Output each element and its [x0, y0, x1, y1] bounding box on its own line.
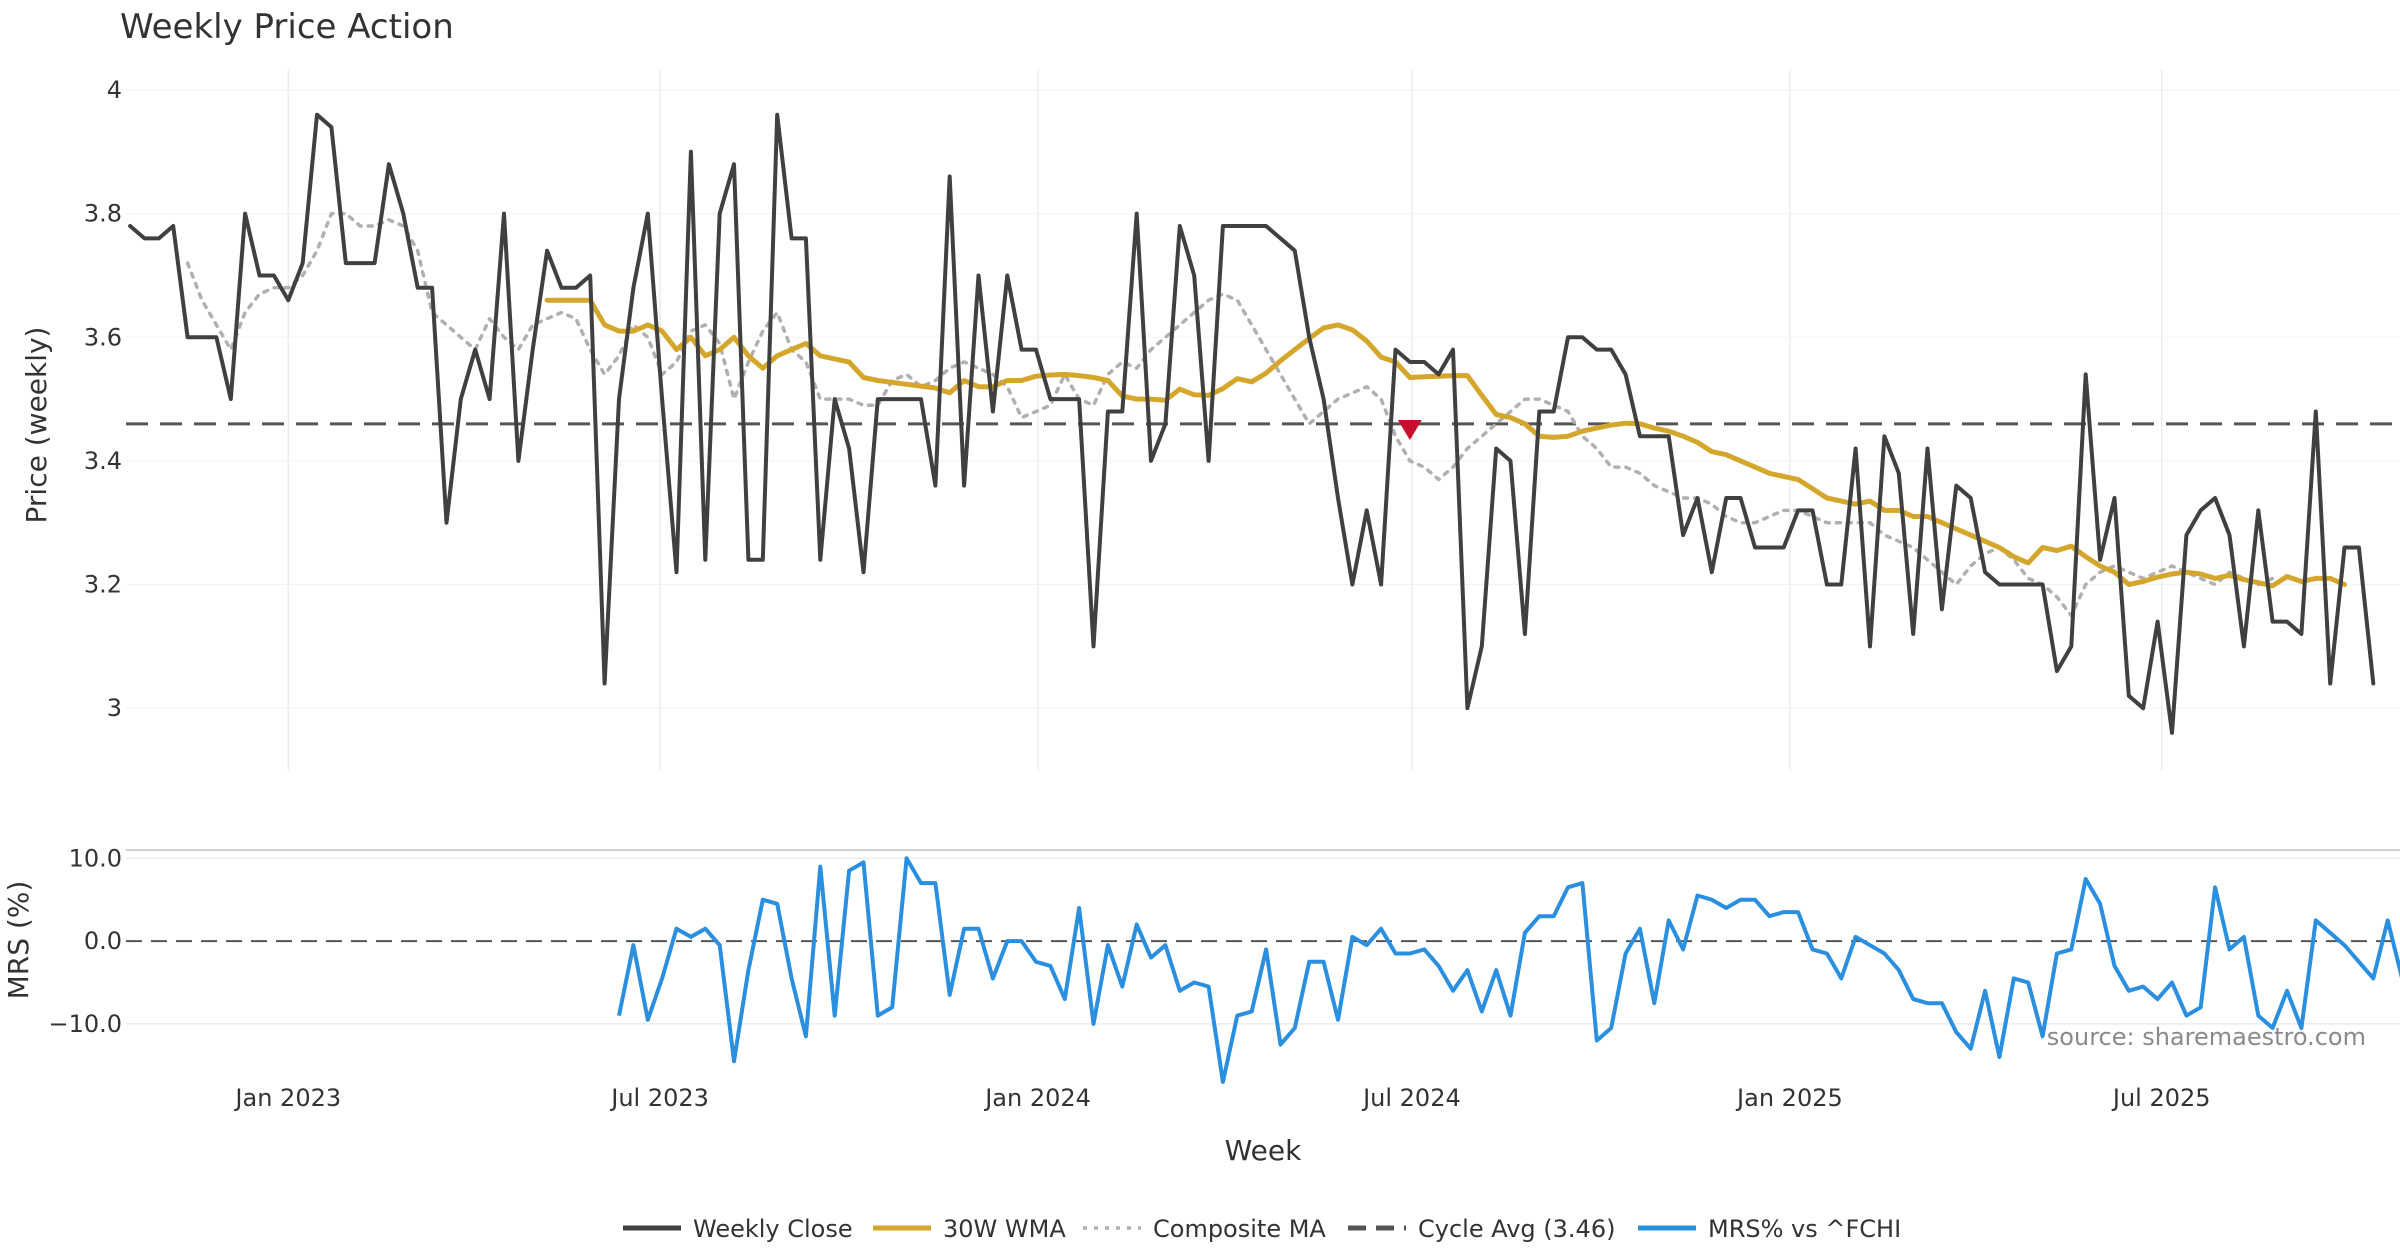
- legend-label: Cycle Avg (3.46): [1418, 1215, 1615, 1243]
- mrs-series: [617, 856, 2400, 1084]
- mrs-gridlines: [126, 857, 2400, 1025]
- price-y-tick-label: 3.4: [84, 447, 122, 475]
- series-composite-ma: [185, 211, 2275, 618]
- legend-label: MRS% vs ^FCHI: [1708, 1215, 1901, 1243]
- x-tick-label: Jul 2024: [1361, 1084, 1461, 1112]
- price-y-tick-label: 3: [107, 694, 122, 722]
- x-tick-label: Jul 2025: [2111, 1084, 2211, 1112]
- series-weekly-close: [128, 112, 2376, 735]
- legend-label: Weekly Close: [693, 1215, 853, 1243]
- price-y-tick-label: 4: [107, 76, 122, 104]
- price-y-tick-label: 3.6: [84, 323, 122, 351]
- mrs-y-tick-label: 10.0: [69, 844, 122, 872]
- x-tick-label: Jan 2024: [983, 1084, 1091, 1112]
- price-series: [128, 112, 2376, 735]
- price-y-tick-label: 3.2: [84, 571, 122, 599]
- price-y-axis-title: Price (weekly): [20, 327, 53, 524]
- price-y-ticks: 3 3.2 3.4 3.6 3.8 4: [84, 76, 122, 722]
- series-mrs-vs-fchi: [617, 856, 2400, 1084]
- x-tick-label: Jan 2025: [1735, 1084, 1843, 1112]
- series-30w-wma: [544, 297, 2347, 589]
- legend-label: 30W WMA: [943, 1215, 1066, 1243]
- mrs-y-axis-title: MRS (%): [2, 881, 35, 1000]
- x-ticks: Jan 2023 Jul 2023 Jan 2024 Jul 2024 Jan 2025…: [233, 1084, 2210, 1112]
- legend-label: Composite MA: [1153, 1215, 1326, 1243]
- mrs-y-tick-label: −10.0: [48, 1010, 122, 1038]
- price-y-tick-label: 3.8: [84, 200, 122, 228]
- x-tick-label: Jan 2023: [233, 1084, 341, 1112]
- mrs-y-tick-label: 0.0: [84, 927, 122, 955]
- legend: Weekly Close 30W WMA Composite MA Cycle Avg…: [623, 1215, 1901, 1243]
- chart-title: Weekly Price Action: [120, 7, 454, 47]
- x-tick-label: Jul 2023: [609, 1084, 709, 1112]
- legend-item: Composite MA: [1083, 1215, 1326, 1243]
- legend-item: 30W WMA: [873, 1215, 1066, 1243]
- x-axis-title: Week: [1225, 1134, 1302, 1167]
- source-credit: source: sharemaestro.com: [2047, 1023, 2366, 1051]
- signal-marker: [1397, 420, 1422, 440]
- legend-item: Weekly Close: [623, 1215, 853, 1243]
- legend-item: MRS% vs ^FCHI: [1638, 1215, 1901, 1243]
- mrs-y-ticks: 10.0 0.0 −10.0: [48, 844, 122, 1038]
- legend-item: Cycle Avg (3.46): [1348, 1215, 1615, 1243]
